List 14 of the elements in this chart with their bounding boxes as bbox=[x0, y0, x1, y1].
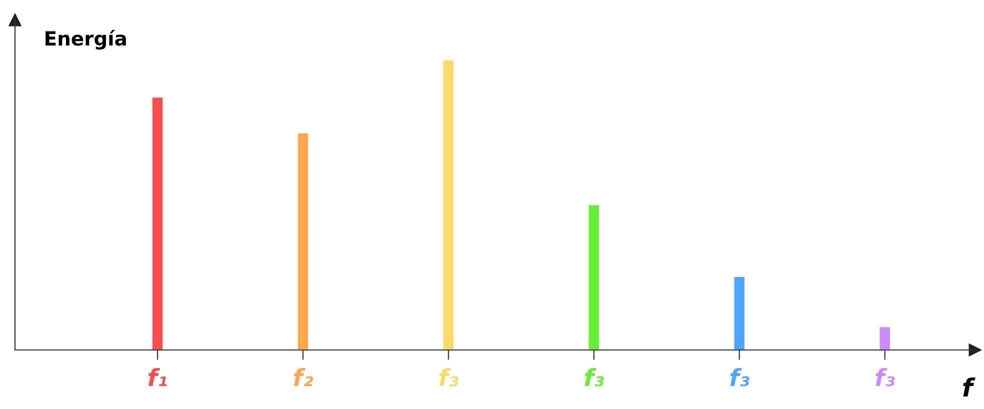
bar bbox=[588, 205, 599, 350]
y-axis-title: Energía bbox=[46, 30, 126, 50]
x-tick-label: f₃ bbox=[876, 368, 895, 386]
bar bbox=[152, 98, 163, 350]
bar bbox=[734, 277, 744, 350]
x-tick-label: f₃ bbox=[439, 368, 458, 386]
x-tick-label: f₂ bbox=[294, 368, 314, 386]
x-axis-title: f bbox=[963, 378, 976, 396]
bar bbox=[443, 60, 454, 350]
bar bbox=[298, 133, 308, 350]
x-tick-label: f₃ bbox=[730, 368, 750, 386]
x-tick-label: f₁ bbox=[148, 368, 167, 386]
x-tick-label: f₃ bbox=[584, 368, 604, 386]
bar bbox=[880, 327, 890, 350]
